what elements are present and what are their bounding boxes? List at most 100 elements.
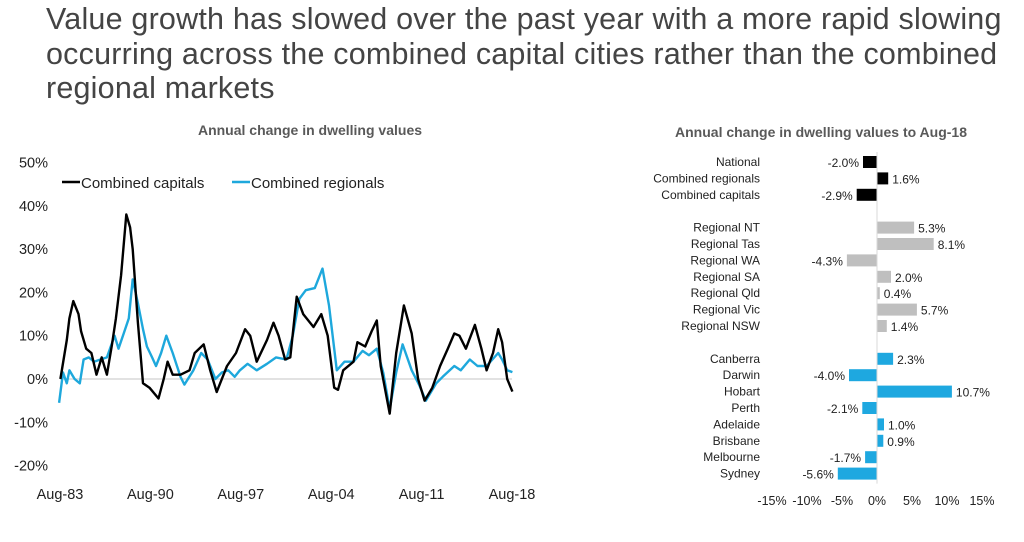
data-label: -4.0% [814, 369, 846, 383]
data-label: 1.4% [891, 320, 919, 334]
legend-label-regionals: Combined regionals [251, 175, 384, 192]
bar-row: Combined capitals -2.9% [661, 188, 877, 203]
x-tick-label: 5% [903, 494, 921, 508]
x-tick-label: Aug-83 [37, 487, 84, 503]
bar-row: Regional Qld 0.4% [691, 286, 912, 301]
line-chart-title: Annual change in dwelling values [198, 122, 422, 138]
bar [877, 434, 884, 447]
category-label: Combined capitals [661, 188, 760, 202]
bar-row: Darwin -4.0% [723, 368, 877, 383]
data-label: -2.9% [821, 189, 853, 203]
category-label: Melbourne [703, 450, 760, 464]
bar [863, 156, 877, 168]
data-label: -5.6% [802, 468, 834, 482]
bar-row: Brisbane 0.9% [713, 434, 915, 449]
bar-row: Regional Tas 8.1% [691, 237, 966, 252]
x-tick-label: -15% [757, 494, 786, 508]
category-label: Canberra [710, 352, 760, 366]
y-tick-label: -10% [14, 415, 48, 431]
data-label: 5.7% [921, 304, 949, 318]
data-label: 5.3% [918, 222, 946, 236]
bar [856, 188, 877, 201]
bar-row: Melbourne -1.7% [703, 450, 877, 465]
category-label: National [716, 155, 760, 169]
bar [877, 320, 887, 332]
bar-row: Hobart 10.7% [724, 385, 990, 400]
bar [862, 402, 877, 414]
bar-row: Regional Vic 5.7% [693, 303, 949, 318]
data-label: -1.7% [830, 451, 862, 465]
x-tick-label: 15% [969, 494, 994, 508]
category-label: Regional NT [693, 221, 760, 235]
y-tick-label: 50% [19, 156, 48, 172]
x-tick-label: Aug-90 [127, 487, 174, 503]
x-tick-label: -5% [831, 494, 853, 508]
y-tick-label: 10% [19, 329, 48, 345]
bar [877, 303, 917, 316]
series-line-combined-capitals [59, 213, 514, 415]
slide-title: Value growth has slowed over the past ye… [46, 2, 1002, 105]
bar-row: Canberra 2.3% [710, 352, 925, 367]
category-label: Darwin [723, 368, 760, 382]
bar [877, 172, 889, 185]
bar [877, 352, 894, 365]
data-label: 0.4% [884, 287, 912, 301]
bar [877, 287, 880, 300]
bar [877, 270, 891, 283]
data-label: 10.7% [956, 386, 990, 400]
bar-row: Regional NSW 1.4% [681, 319, 918, 334]
data-label: -2.0% [828, 156, 860, 170]
category-label: Regional NSW [681, 319, 760, 333]
data-label: 2.0% [895, 271, 923, 285]
category-label: Regional SA [693, 270, 760, 284]
category-label: Regional Qld [691, 286, 760, 300]
y-tick-label: -20% [14, 459, 48, 475]
bar-row: National -2.0% [716, 155, 877, 170]
category-label: Sydney [720, 467, 760, 481]
bar-row: Perth -2.1% [731, 401, 877, 416]
bar [846, 254, 877, 267]
bar-row: Regional SA 2.0% [693, 270, 922, 285]
bar-row: Sydney -5.6% [720, 467, 877, 482]
x-tick-label: 0% [868, 494, 886, 508]
category-label: Combined regionals [653, 171, 760, 185]
bar [865, 451, 877, 464]
data-label: 1.6% [892, 172, 920, 186]
data-label: 2.3% [897, 353, 925, 367]
data-label: 0.9% [887, 435, 915, 449]
category-label: Regional WA [690, 253, 760, 267]
bar-chart: Annual change in dwelling values to Aug-… [653, 124, 994, 508]
legend-label-capitals: Combined capitals [81, 175, 204, 192]
category-label: Regional Vic [693, 303, 760, 317]
series-line-combined-regionals [57, 267, 513, 411]
bar [877, 418, 884, 431]
bar [877, 238, 934, 250]
x-tick-label: Aug-18 [489, 487, 536, 503]
category-label: Brisbane [713, 434, 761, 448]
bar [837, 467, 877, 480]
line-chart: Annual change in dwelling values -20% -10… [14, 122, 535, 503]
x-tick-label: 10% [934, 494, 959, 508]
data-label: 8.1% [938, 238, 966, 252]
bar-row: Combined regionals 1.6% [653, 171, 920, 186]
x-tick-label: Aug-04 [308, 487, 355, 503]
y-tick-label: 30% [19, 242, 48, 258]
bar [877, 385, 952, 398]
category-label: Hobart [724, 385, 761, 399]
bar-row: Adelaide 1.0% [713, 417, 915, 432]
category-label: Perth [731, 401, 760, 415]
y-tick-label: 20% [19, 285, 48, 301]
bar-chart-title: Annual change in dwelling values to Aug-… [675, 124, 967, 140]
y-tick-label: 40% [19, 199, 48, 215]
x-tick-label: -10% [792, 494, 821, 508]
bar-row: Regional WA -4.3% [690, 253, 877, 268]
y-tick-label: 0% [27, 372, 48, 388]
data-label: -4.3% [812, 254, 844, 268]
bar [877, 221, 915, 234]
category-label: Adelaide [713, 417, 760, 431]
bar-row: Regional NT 5.3% [693, 221, 945, 236]
data-label: 1.0% [888, 418, 916, 432]
category-label: Regional Tas [691, 237, 760, 251]
x-tick-label: Aug-11 [399, 487, 445, 503]
